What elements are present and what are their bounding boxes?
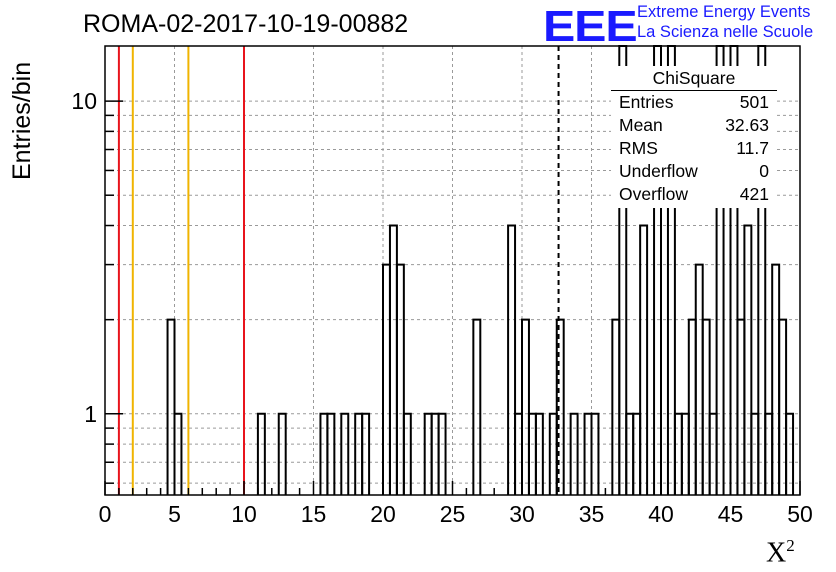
x-tick-label: 30 <box>509 501 535 527</box>
logo-line-1: Extreme Energy Events <box>637 3 811 21</box>
x-axis-label-text: X <box>766 537 787 569</box>
eee-logo: EEE <box>543 2 638 51</box>
histogram-bin <box>382 263 391 495</box>
stats-value: 11.7 <box>736 138 769 158</box>
axes <box>104 45 801 496</box>
x-tick-label: 15 <box>301 501 327 527</box>
histogram-bin <box>395 263 405 495</box>
histogram-bin <box>590 412 600 495</box>
stats-key: Mean <box>619 115 663 135</box>
x-tick-label: 0 <box>99 501 112 527</box>
histogram-bin <box>472 318 482 495</box>
stats-box: ChiSquare Entries 501 Mean 32.63 RMS 11.… <box>611 66 777 208</box>
histogram-bin <box>340 412 350 495</box>
histogram-bin <box>611 318 621 495</box>
histogram-bin <box>534 412 544 495</box>
stats-row-entries: Entries 501 <box>619 92 769 115</box>
stats-row-overflow: Overflow 421 <box>619 184 769 207</box>
stats-key: Entries <box>619 92 674 112</box>
stats-key: Overflow <box>619 184 689 204</box>
x-tick-label: 35 <box>579 501 605 527</box>
histogram-bin <box>388 224 398 495</box>
stats-title: ChiSquare <box>652 68 736 88</box>
histogram-bin <box>555 318 565 495</box>
stats-row-underflow: Underflow 0 <box>619 161 769 184</box>
run-title: ROMA-02-2017-10-19-00882 <box>83 10 409 38</box>
x-axis-label-superscript: 2 <box>786 536 795 555</box>
histogram-bin <box>277 412 287 495</box>
histogram-bin <box>521 318 530 495</box>
histogram-bin <box>639 224 649 495</box>
histogram-bin <box>701 318 711 495</box>
histogram-bin <box>743 224 753 495</box>
histogram-bin <box>166 318 176 495</box>
histogram-bin <box>173 412 183 495</box>
stats-row-rms: RMS 11.7 <box>619 138 769 161</box>
x-tick-label: 10 <box>231 501 257 527</box>
x-tick-label: 20 <box>370 501 396 527</box>
stats-value: 501 <box>739 92 769 112</box>
y-axis-label: Entries/bin <box>8 61 36 180</box>
histogram-bin <box>507 224 517 495</box>
x-tick-label: 40 <box>648 501 674 527</box>
histogram-bin <box>778 318 788 495</box>
stats-key: RMS <box>619 138 658 158</box>
histogram-bin <box>326 412 336 495</box>
x-axis-label: X2 <box>766 536 795 569</box>
y-tick-label: 10 <box>71 88 97 114</box>
histogram-bin <box>785 412 795 495</box>
stats-value: 0 <box>759 161 769 181</box>
stats-key: Underflow <box>619 161 698 181</box>
histogram-bin <box>569 412 579 495</box>
x-tick-label: 50 <box>787 501 813 527</box>
histogram-bin <box>402 412 412 495</box>
x-tick-label: 45 <box>718 501 744 527</box>
histogram-bin <box>771 263 781 495</box>
y-tick-label: 1 <box>84 401 97 427</box>
histogram-bin <box>736 318 746 495</box>
histogram-bin <box>694 263 704 495</box>
stats-value: 32.63 <box>725 115 769 135</box>
reference-lines <box>117 46 560 495</box>
histogram-bin <box>361 412 371 495</box>
stats-divider <box>611 90 777 91</box>
logo-line-2: La Scienza nelle Scuole <box>637 23 814 41</box>
grid-lines <box>105 46 800 495</box>
stats-row-mean: Mean 32.63 <box>619 115 769 138</box>
x-tick-label: 25 <box>440 501 466 527</box>
x-tick-label: 5 <box>168 501 181 527</box>
histogram-bars <box>166 45 795 495</box>
histogram-bin <box>256 412 266 495</box>
stats-value: 421 <box>739 184 769 204</box>
histogram-bin <box>687 318 697 495</box>
histogram-bin <box>437 412 447 495</box>
